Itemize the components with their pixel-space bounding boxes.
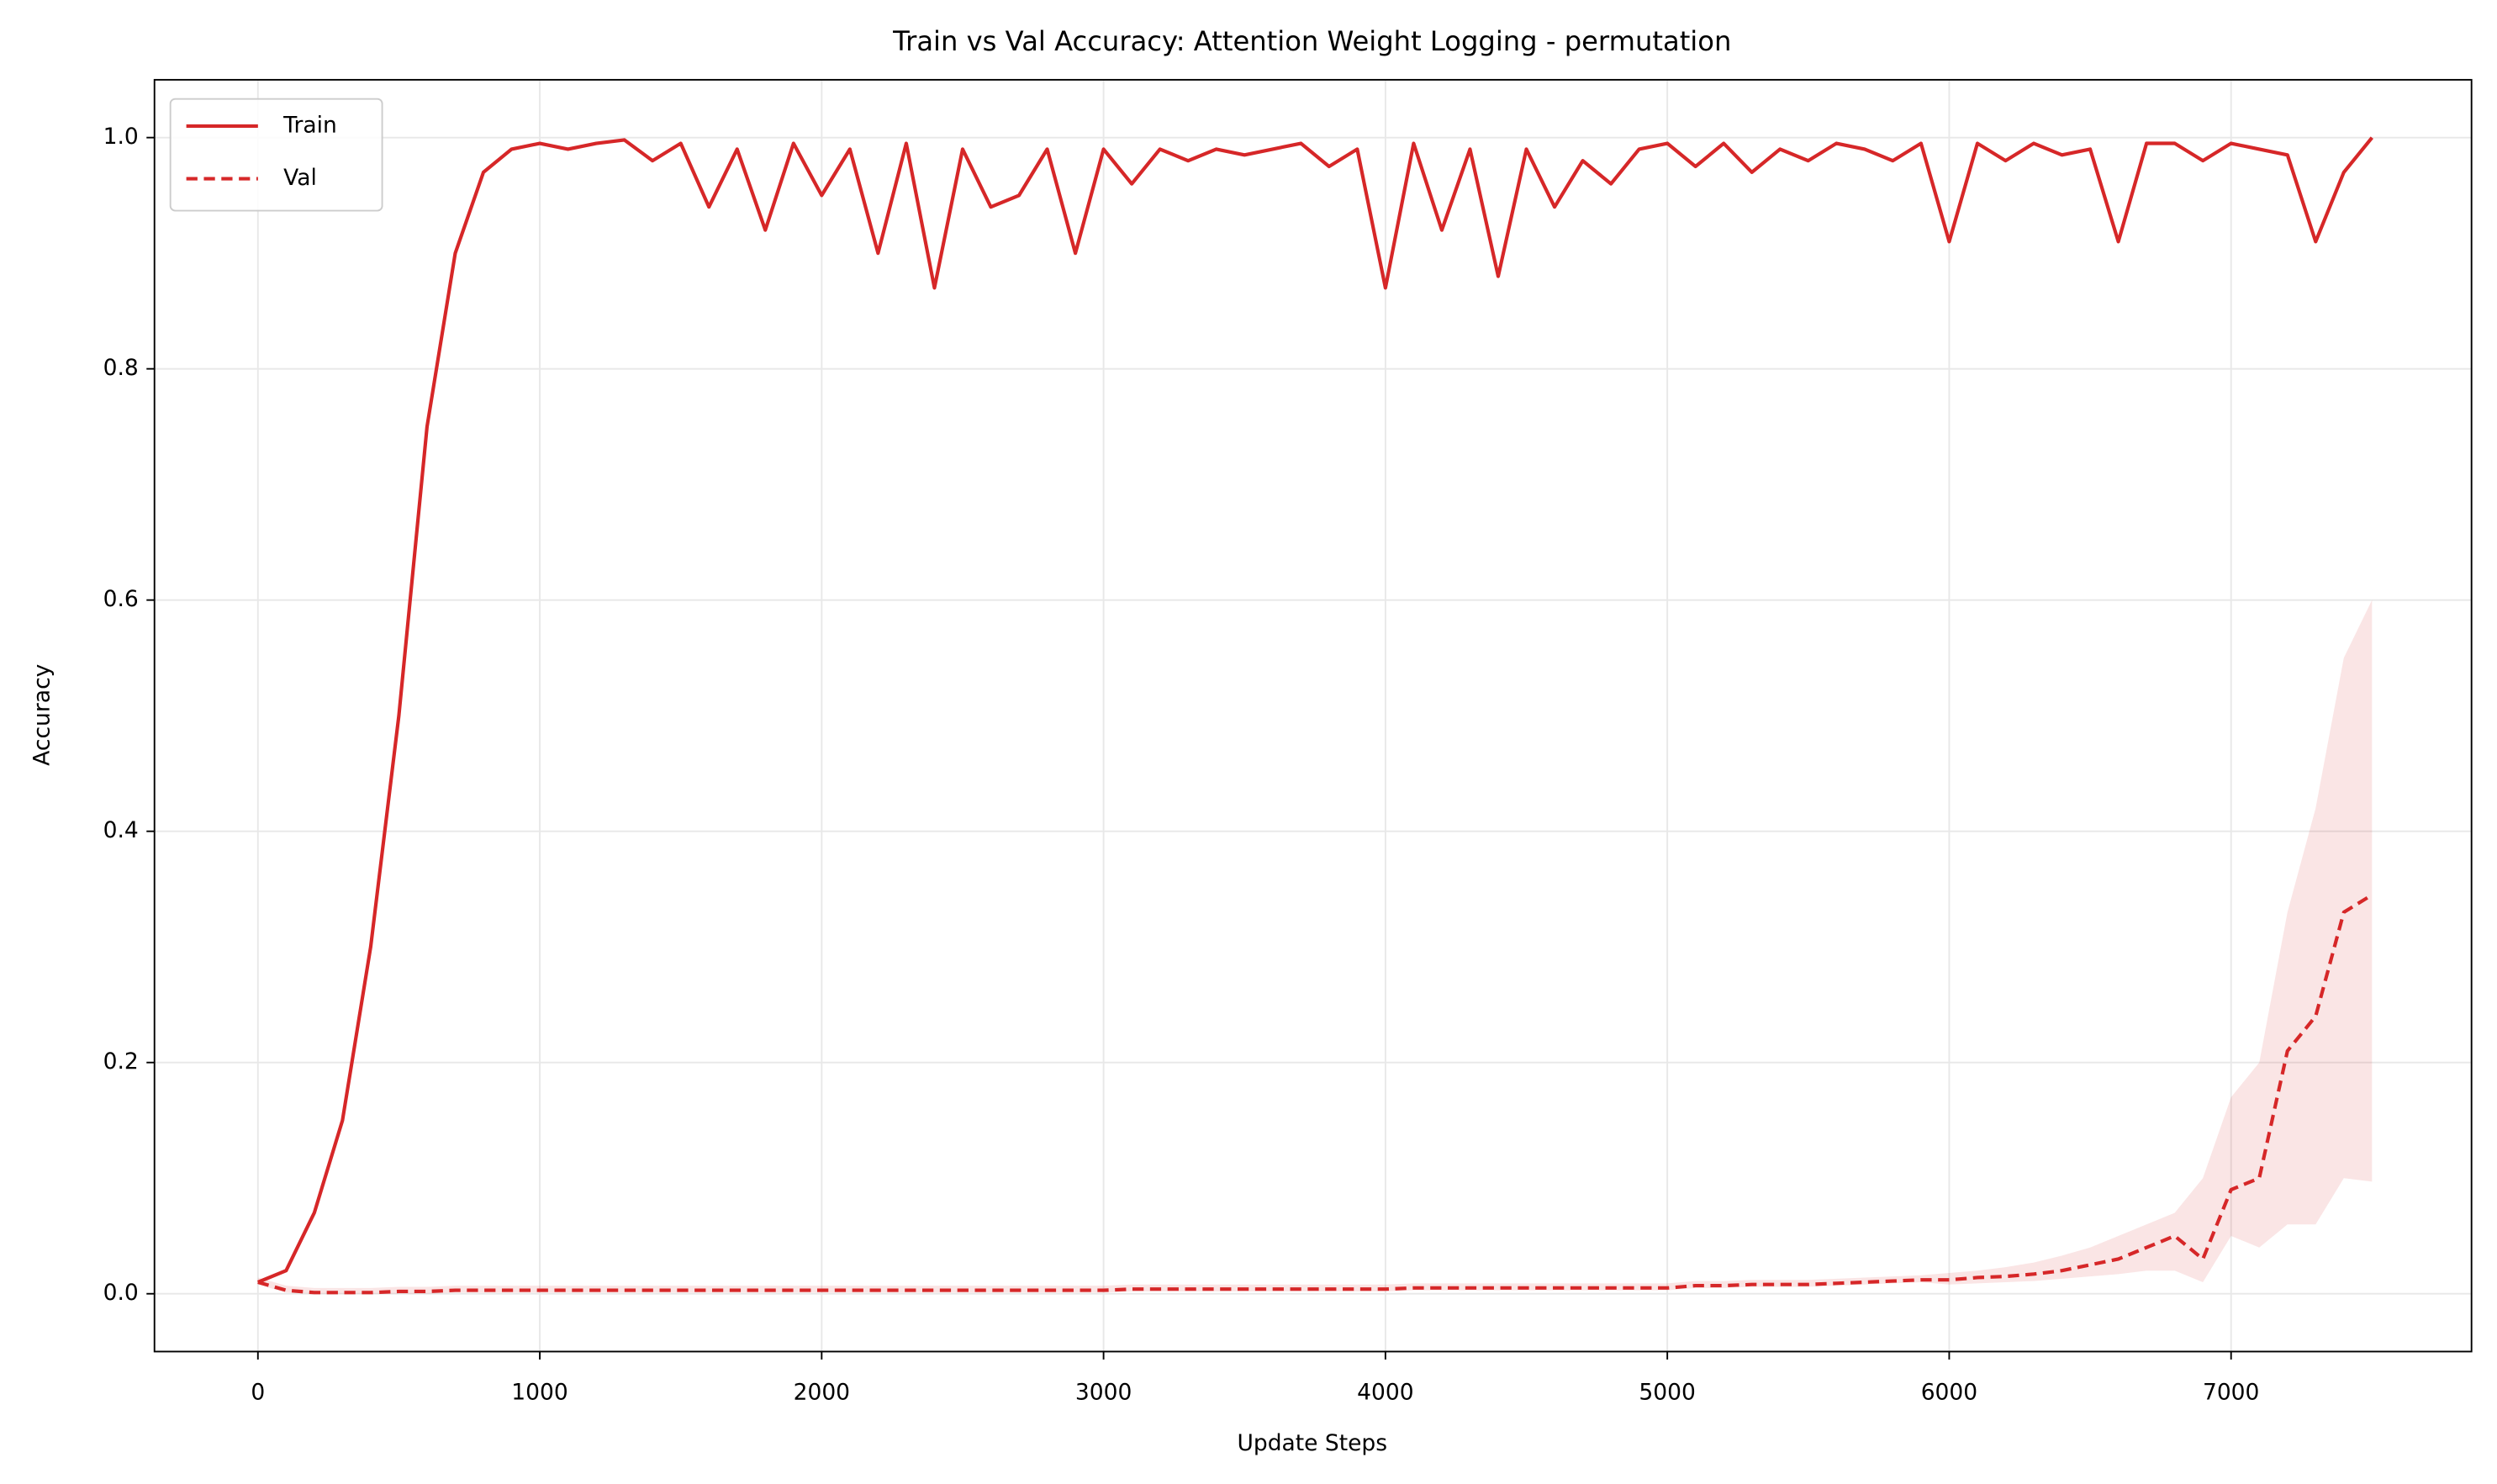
legend: Train Val [169, 98, 383, 212]
x-tick-label: 7000 [2203, 1379, 2259, 1405]
x-tick-label: 0 [251, 1379, 265, 1405]
y-tick-label: 0.2 [103, 1048, 139, 1075]
plot-area [256, 136, 2373, 1295]
x-tick-label: 5000 [1639, 1379, 1695, 1405]
axes-frame [153, 78, 2473, 1353]
y-axis-label: Accuracy [29, 664, 55, 766]
x-tick-label: 2000 [794, 1379, 850, 1405]
line [256, 136, 2373, 1284]
y-tick-label: 0.6 [103, 586, 139, 612]
x-tick-label: 4000 [1357, 1379, 1413, 1405]
grid: 0 1000 2000 3000 4000 5000 6000 7000 0.0 0.2 0.4 0.… [103, 79, 2472, 1405]
legend-box [169, 98, 383, 212]
x-tick-label: 1000 [511, 1379, 568, 1405]
legend-label: Train [282, 112, 337, 138]
y-tick-label: 0.4 [103, 817, 139, 843]
legend-label: Val [283, 165, 317, 191]
chart-title: Train vs Val Accuracy: Attention Weight … [892, 25, 1731, 57]
x-axis-label: Update Steps [1237, 1430, 1387, 1456]
y-tick-label: 0.0 [103, 1280, 139, 1306]
y-tick-label: 1.0 [103, 124, 139, 150]
line [257, 893, 2373, 1295]
y-tick-label: 0.8 [103, 355, 139, 381]
x-tick-label: 3000 [1075, 1379, 1132, 1405]
x-tick-label: 6000 [1921, 1379, 1977, 1405]
confidence-band [257, 599, 2373, 1294]
